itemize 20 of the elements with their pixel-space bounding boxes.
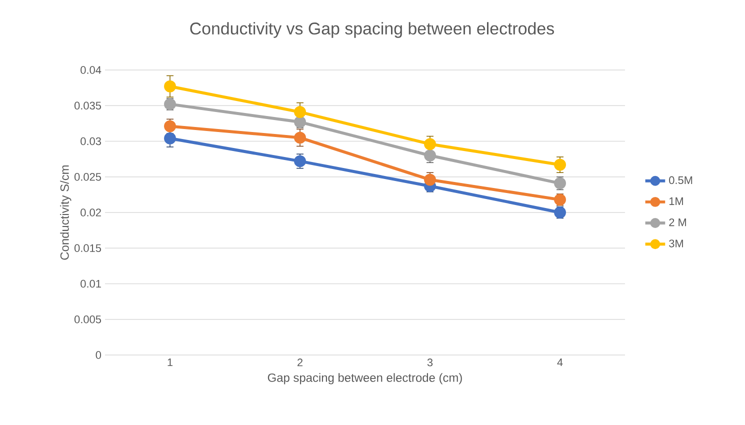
x-tick-label: 2 bbox=[298, 358, 303, 366]
y-tick-label: 0 bbox=[96, 351, 102, 359]
y-tick-label: 0.005 bbox=[74, 316, 102, 324]
y-axis-title: Conductivity S/cm bbox=[60, 165, 72, 260]
y-tick-label: 0.025 bbox=[74, 173, 102, 181]
y-tick-label: 0.02 bbox=[80, 208, 101, 216]
legend-label: 2 M bbox=[669, 218, 686, 226]
x-axis-title: Gap spacing between electrode (cm) bbox=[268, 373, 462, 384]
y-tick-label: 0.03 bbox=[80, 137, 101, 146]
x-tick-label: 4 bbox=[557, 358, 563, 366]
legend-label: 1M bbox=[669, 197, 683, 205]
legend-label: 3M bbox=[669, 240, 683, 248]
legend-label: 0.5M bbox=[669, 176, 692, 184]
y-tick-label: 0.04 bbox=[80, 66, 102, 74]
y-tick-label: 0.01 bbox=[80, 280, 101, 288]
chart-title: Conductivity vs Gap spacing between electrodes bbox=[190, 22, 554, 38]
x-tick-label: 3 bbox=[427, 358, 433, 366]
y-tick-label: 0.015 bbox=[74, 244, 102, 252]
y-tick-label: 0.035 bbox=[74, 102, 102, 110]
x-tick-label: 1 bbox=[168, 358, 173, 366]
